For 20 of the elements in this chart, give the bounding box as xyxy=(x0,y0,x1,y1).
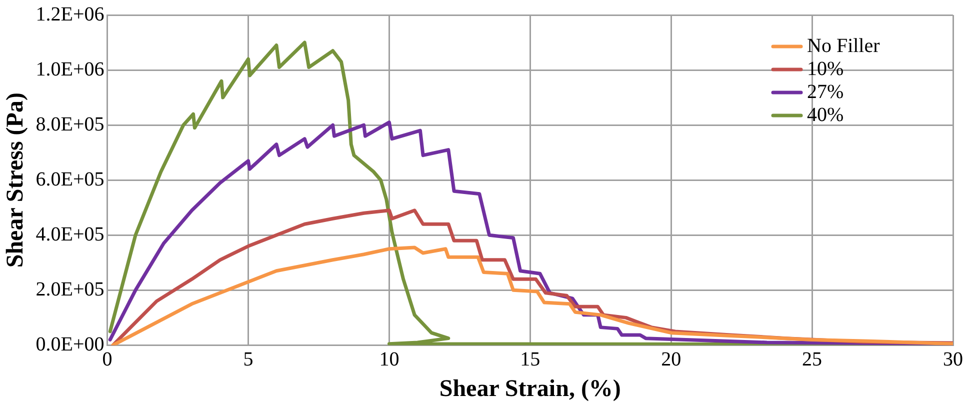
legend-label: 40% xyxy=(807,104,844,126)
y-tick-label: 1.2E+06 xyxy=(36,3,104,26)
legend-label: 10% xyxy=(807,58,844,80)
legend-label: No Filler xyxy=(807,34,880,57)
y-tick-label: 8.0E+05 xyxy=(36,113,104,136)
x-tick-label: 15 xyxy=(520,348,540,370)
x-tick-label: 20 xyxy=(661,348,682,370)
legend-label: 27% xyxy=(807,80,844,103)
x-tick-label: 10 xyxy=(379,348,400,370)
y-tick-label: 2.0E+05 xyxy=(36,278,104,300)
y-tick-label: 1.0E+06 xyxy=(36,58,104,80)
y-tick-label: 4.0E+05 xyxy=(36,223,104,246)
y-tick-label: 0.0E+00 xyxy=(36,333,104,356)
x-tick-label: 5 xyxy=(243,348,254,370)
x-tick-label: 0 xyxy=(102,348,112,370)
y-axis-title: Shear Stress (Pa) xyxy=(2,92,29,268)
x-tick-label: 25 xyxy=(802,348,822,370)
x-axis-title: Shear Strain, (%) xyxy=(439,376,621,402)
x-tick-label: 30 xyxy=(943,348,963,370)
y-tick-label: 6.0E+05 xyxy=(36,168,104,190)
